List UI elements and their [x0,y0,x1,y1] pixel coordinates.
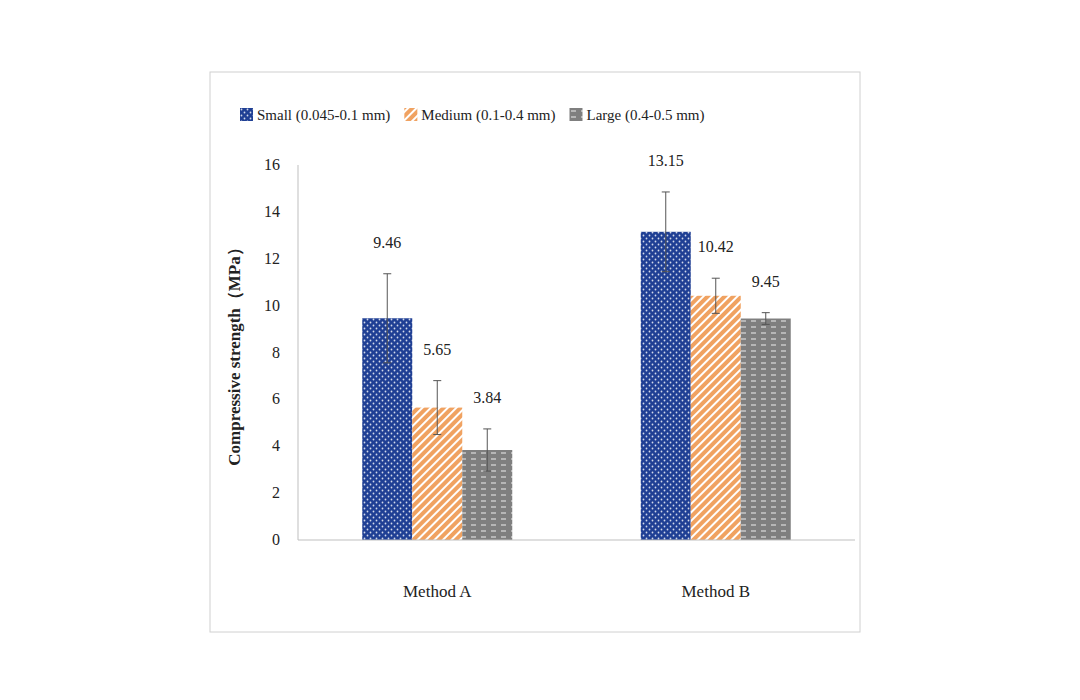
y-tick-label: 0 [272,531,280,548]
y-tick-label: 12 [264,250,280,267]
y-tick-label: 4 [272,437,280,454]
data-label: 10.42 [698,238,734,255]
y-tick-label: 2 [272,484,280,501]
y-tick-label: 6 [272,390,280,407]
legend: Small (0.045-0.1 mm) Medium (0.1-0.4 mm) L… [240,107,705,124]
bar [741,319,791,540]
x-axis [298,540,855,541]
data-label: 3.84 [473,389,501,406]
data-label: 9.45 [752,273,780,290]
figure-frame [210,72,860,632]
bar [691,296,741,540]
y-axis [298,165,299,540]
error-bar [433,381,441,435]
legend-label: Small (0.045-0.1 mm) [257,107,390,124]
error-bar [483,429,491,471]
legend-label: Medium (0.1-0.4 mm) [421,107,555,124]
error-bar [383,274,391,363]
data-label: 13.15 [648,152,684,169]
y-tick-label: 14 [264,203,280,220]
legend-label: Large (0.4-0.5 mm) [586,107,704,124]
chart: 0 2 4 6 8 10 12 14 16 Compressive strength（MPa） 9.… [0,0,1080,700]
error-bar [712,278,720,313]
data-label: 9.46 [373,234,401,251]
error-bar [662,192,670,272]
y-tick-label: 10 [264,297,280,314]
y-axis-label: Compressive strength（MPa） [225,239,244,466]
legend-swatch [240,108,253,121]
data-label: 5.65 [423,341,451,358]
y-tick-label: 16 [264,156,280,173]
y-tick-label: 8 [272,344,280,361]
x-tick-label: Method A [403,582,472,601]
x-tick-label: Method B [682,582,750,601]
error-bar [762,313,770,325]
legend-swatch [404,108,417,121]
bar [641,232,691,540]
legend-swatch [569,108,582,121]
